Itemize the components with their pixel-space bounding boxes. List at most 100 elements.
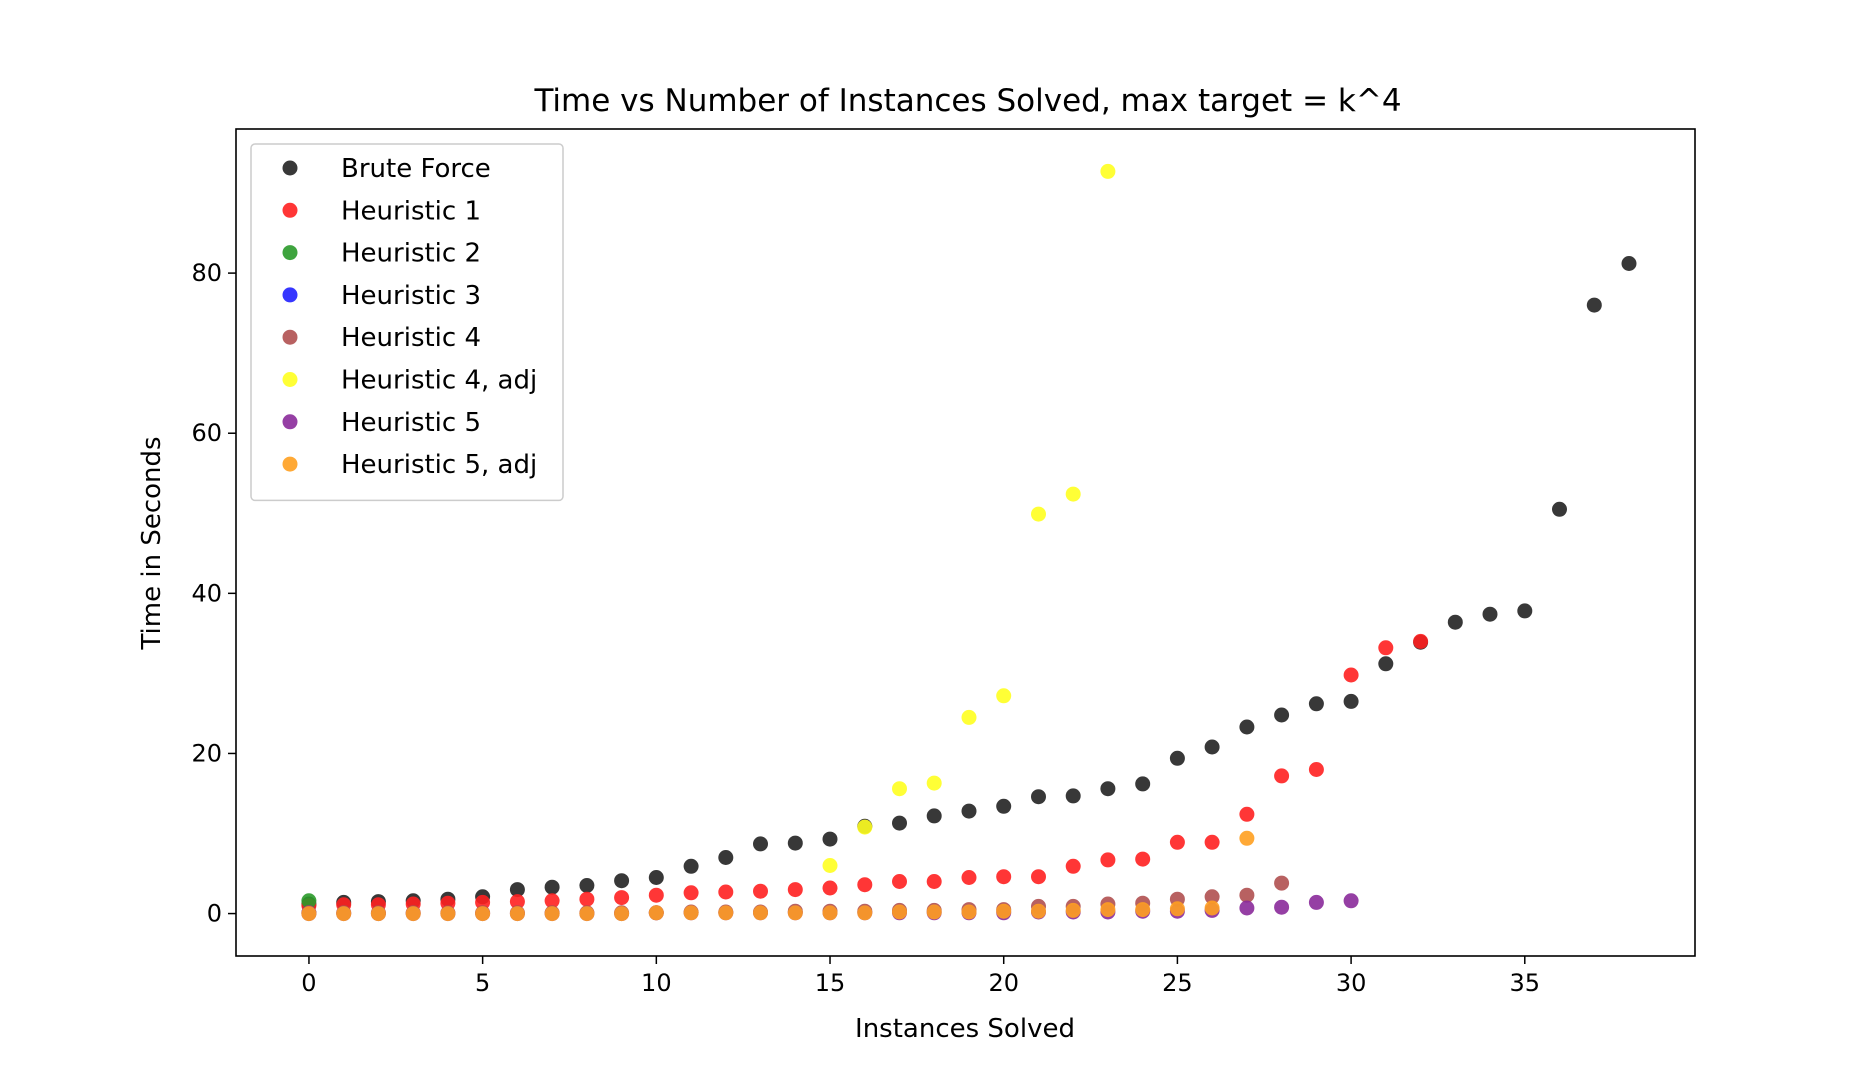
point-heuristic-1-16 [857,877,873,893]
point-brute-force-13 [753,836,768,852]
point-heuristic-4-28 [1274,875,1290,891]
point-heuristic-5-adj-22 [1065,902,1081,918]
series-heuristic-4-adj [822,163,1116,873]
point-heuristic-1-9 [614,890,630,906]
legend-label-heuristic-3: Heuristic 3 [341,281,481,311]
point-heuristic-4-adj-8 [1100,163,1116,179]
point-heuristic-1-19 [961,870,977,885]
point-heuristic-4-adj-7 [1065,486,1081,502]
point-heuristic-4-27 [1239,887,1255,903]
legend-label-heuristic-2: Heuristic 2 [341,239,481,269]
point-brute-force-25 [1169,750,1185,766]
point-heuristic-1-28 [1274,768,1290,784]
legend-marker-heuristic-5-adj [282,456,298,472]
point-heuristic-5-adj-9 [614,906,630,922]
point-heuristic-1-32 [1413,633,1429,649]
point-heuristic-1-25 [1169,834,1185,850]
point-heuristic-5-adj-0 [301,906,317,922]
point-heuristic-5-adj-14 [787,905,803,921]
point-brute-force-10 [648,870,664,885]
point-brute-force-24 [1135,776,1151,792]
point-heuristic-1-23 [1100,852,1116,868]
point-heuristic-5-adj-19 [961,904,977,920]
point-heuristic-1-21 [1031,869,1046,885]
point-heuristic-2-0 [301,893,317,909]
point-heuristic-1-22 [1065,858,1081,874]
x-tick-label-5: 25 [1162,969,1193,997]
point-heuristic-5-adj-15 [822,905,838,921]
point-heuristic-4-adj-1 [857,819,873,835]
point-heuristic-1-18 [926,874,942,889]
point-heuristic-4-adj-4 [961,709,977,725]
point-heuristic-1-8 [579,891,595,907]
point-heuristic-5-adj-26 [1204,900,1220,916]
point-heuristic-5-adj-5 [475,906,491,922]
point-brute-force-7 [544,879,560,895]
point-heuristic-5-adj-7 [544,906,560,922]
y-tick-label-1: 20 [191,739,222,767]
legend-label-heuristic-5: Heuristic 5 [341,408,481,438]
point-heuristic-5-adj-16 [857,905,873,921]
legend-label-brute-force: Brute Force [341,154,491,184]
point-heuristic-5-adj-4 [440,906,456,922]
legend-label-heuristic-1: Heuristic 1 [341,196,481,226]
x-tick-label-6: 30 [1336,969,1367,997]
point-brute-force-21 [1031,789,1046,805]
point-brute-force-38 [1621,256,1637,271]
point-heuristic-1-6 [509,894,525,910]
point-brute-force-28 [1274,707,1290,723]
legend-marker-heuristic-1 [282,202,298,218]
point-brute-force-12 [718,850,734,865]
y-axis-label: Time in Seconds [137,436,167,650]
legend-label-heuristic-4: Heuristic 4 [341,323,481,353]
x-tick-label-0: 0 [301,969,316,997]
point-brute-force-19 [961,803,977,819]
point-heuristic-4-adj-0 [822,858,838,873]
point-heuristic-1-12 [718,884,734,900]
legend: Brute Force Heuristic 1 Heuristic 2 Heurist… [250,143,564,502]
point-brute-force-29 [1308,696,1324,712]
x-tick-label-4: 20 [988,969,1019,997]
point-brute-force-34 [1482,606,1498,622]
point-heuristic-5-adj-20 [996,903,1012,919]
point-heuristic-1-11 [683,885,699,901]
point-heuristic-5-adj-8 [579,906,595,922]
point-heuristic-5-adj-27 [1239,830,1255,846]
point-heuristic-5-adj-18 [926,904,942,920]
point-heuristic-5-28 [1274,899,1290,915]
point-heuristic-1-26 [1204,834,1220,850]
legend-marker-heuristic-3 [282,287,298,303]
legend-label-heuristic-4-adj: Heuristic 4, adj [341,366,537,396]
y-tick-label-2: 40 [191,579,222,607]
point-brute-force-11 [683,858,699,874]
point-heuristic-5-adj-23 [1100,902,1116,918]
legend-marker-heuristic-5 [282,414,298,430]
point-heuristic-1-27 [1239,806,1255,822]
point-heuristic-4-adj-3 [926,775,942,791]
y-tick-label-0: 0 [207,900,222,928]
point-brute-force-15 [822,831,838,847]
point-heuristic-5-adj-2 [370,906,386,922]
point-brute-force-30 [1343,693,1359,709]
point-heuristic-5-adj-1 [336,906,352,922]
point-brute-force-31 [1378,656,1394,672]
axis-ticks: 0 5 10 15 20 25 30 35 0 20 40 60 80 [191,259,1540,997]
series-heuristic-2 [301,893,317,909]
point-brute-force-18 [926,808,942,824]
legend-box [250,143,564,502]
point-heuristic-5-adj-6 [509,906,525,922]
point-heuristic-1-5 [475,894,491,910]
x-tick-label-2: 10 [641,969,672,997]
point-heuristic-1-30 [1343,667,1359,683]
point-heuristic-1-17 [892,874,907,889]
point-heuristic-5-adj-3 [405,906,421,922]
point-heuristic-4-adj-6 [1031,506,1046,522]
y-tick-label-4: 80 [191,259,222,287]
plot-frame [235,128,1696,957]
legend-marker-heuristic-2 [282,245,298,261]
point-heuristic-1-13 [753,883,768,899]
x-tick-label-7: 35 [1510,969,1541,997]
point-heuristic-5-adj-13 [753,905,768,921]
point-brute-force-37 [1586,297,1602,313]
